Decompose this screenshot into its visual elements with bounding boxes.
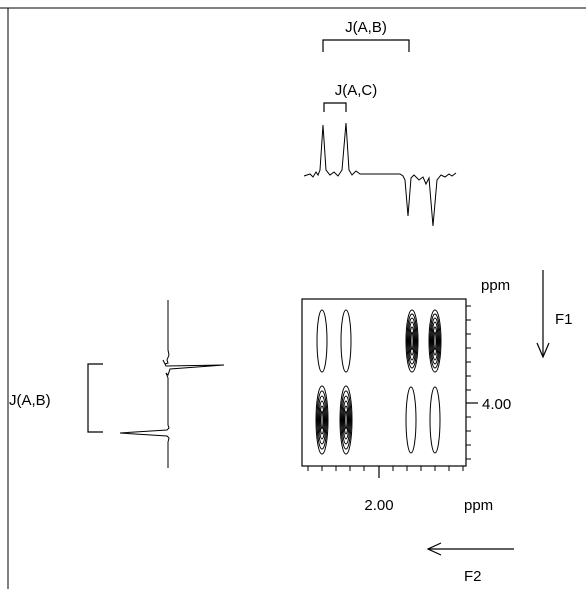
f1-ppm-label: ppm [481,277,510,294]
j-ac-top-bracket [323,102,347,112]
top-spectrum-trace [303,122,457,227]
f1-ticks [466,305,478,460]
f2-arrow [426,542,514,556]
j-ab-left-bracket [87,363,103,433]
f1-axis-label: F1 [555,311,573,328]
peak-top-left-1 [316,309,328,373]
peak-bottom-left-2 [339,385,353,455]
peak-bottom-left-1 [315,385,329,455]
f2-tick-label: 2.00 [364,497,393,514]
f2-axis-label: F2 [464,568,482,585]
f1-arrow [536,270,550,359]
left-spectrum-baseline [119,300,225,468]
peak-bottom-right-1 [405,386,417,454]
top-spectrum: J(A,B) J(A,C) [303,19,457,227]
plot-frame [301,298,467,467]
j-ab-top-bracket [322,39,410,52]
j-ab-left-label: J(A,B) [9,392,51,409]
f2-ppm-label: ppm [464,497,493,514]
peak-top-right-2 [428,309,442,373]
contour-plot [301,298,478,478]
f2-ticks [307,466,464,478]
left-spectrum: J(A,B) [9,300,225,468]
j-ac-top-label: J(A,C) [335,82,378,99]
peak-bottom-right-2 [429,386,441,454]
peak-top-right-1 [405,309,419,373]
peak-top-left-2 [340,309,352,373]
f1-tick-label: 4.00 [482,396,511,413]
j-ab-top-label: J(A,B) [345,19,387,36]
